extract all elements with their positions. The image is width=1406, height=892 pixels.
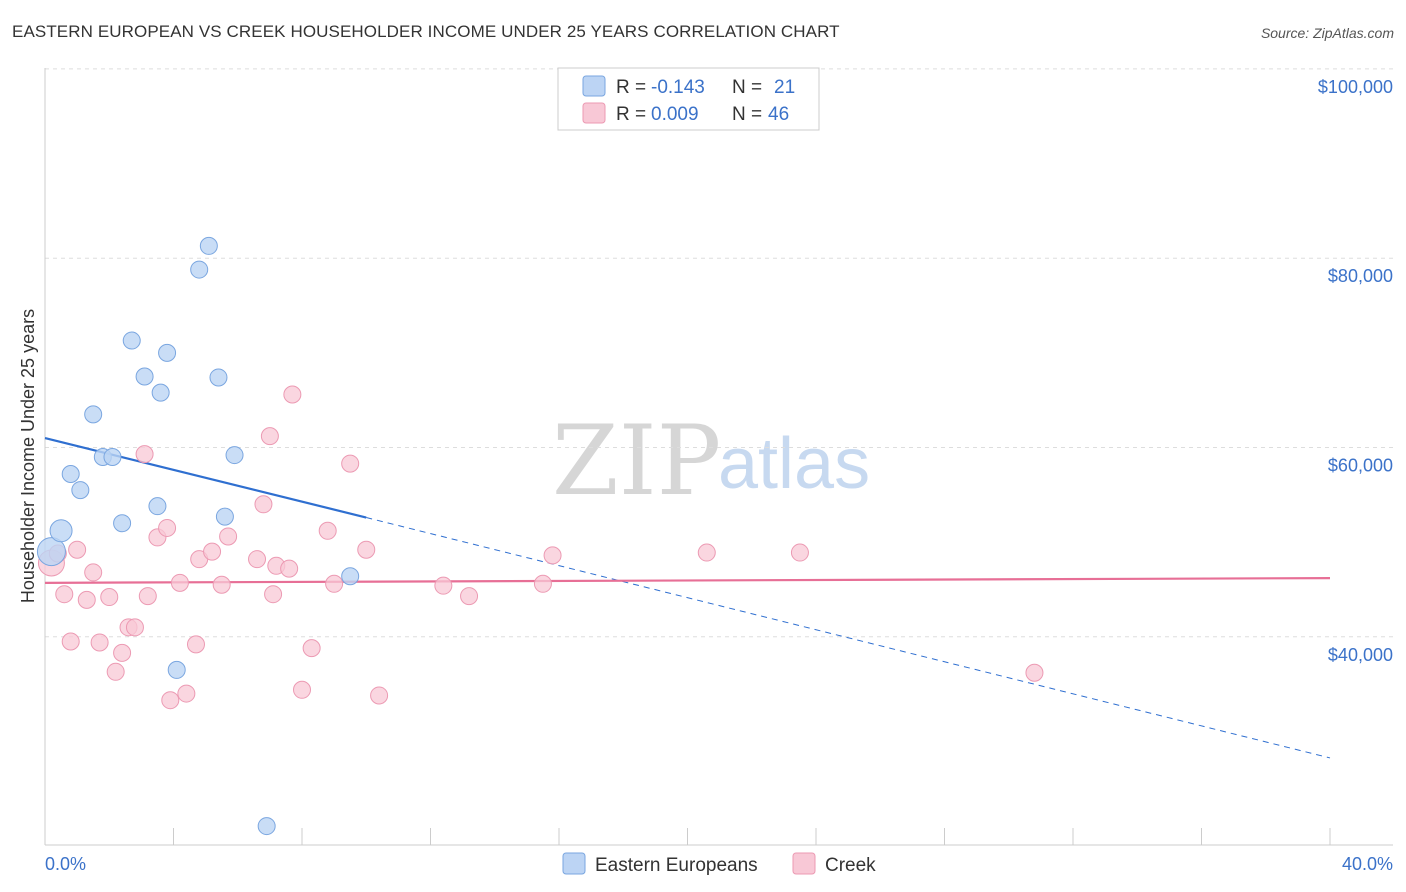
creek-point <box>460 587 479 606</box>
y-tick-label: $40,000 <box>1328 645 1393 665</box>
eastern-european-point <box>199 236 218 255</box>
legend-swatch-pink <box>582 102 606 124</box>
eastern-european-point <box>158 343 177 362</box>
y-axis-labels: $40,000 $60,000 $80,000 $100,000 <box>1318 77 1393 665</box>
creek-points <box>37 385 1044 710</box>
eastern-european-point <box>151 383 170 402</box>
creek-point <box>135 445 154 464</box>
eastern-european-point <box>122 331 141 350</box>
creek-point <box>260 427 279 446</box>
creek-point <box>177 684 196 703</box>
creek-point <box>370 686 389 705</box>
creek-point <box>186 635 205 654</box>
creek-point <box>318 521 337 540</box>
eastern-european-point <box>215 507 234 526</box>
legend-n-label-pink: N = <box>732 104 762 125</box>
creek-point <box>203 542 222 561</box>
creek-point <box>106 662 125 681</box>
creek-point <box>125 618 144 637</box>
eastern-european-point <box>225 446 244 465</box>
trend-line-eastern-europeans-extension <box>366 517 1331 759</box>
legend-r-label-blue: R = <box>616 77 646 98</box>
creek-point <box>302 639 321 658</box>
creek-point <box>212 575 231 594</box>
creek-point <box>100 588 119 607</box>
creek-point <box>248 550 267 569</box>
y-tick-label: $100,000 <box>1318 77 1393 97</box>
legend-label-eastern-europeans: Eastern Europeans <box>595 855 758 876</box>
legend-r-value-pink: 0.009 <box>651 104 699 125</box>
x-tick-label-max: 40.0% <box>1342 854 1393 874</box>
y-axis-title: Householder Income Under 25 years <box>18 309 38 603</box>
watermark-zip: ZIP <box>552 405 721 517</box>
eastern-european-point <box>71 481 90 500</box>
eastern-european-point <box>36 537 66 567</box>
creek-point <box>325 574 344 593</box>
trend-line-creek <box>44 577 1331 584</box>
trend-line-eastern-europeans <box>44 436 367 519</box>
eastern-european-point <box>167 660 186 679</box>
creek-point <box>170 573 189 592</box>
creek-point <box>158 518 177 537</box>
legend-swatch-eastern-europeans <box>562 852 586 875</box>
eastern-european-point <box>341 567 360 586</box>
eastern-european-point <box>84 405 103 424</box>
eastern-european-point <box>113 514 132 533</box>
creek-point <box>55 585 74 604</box>
chart-title: EASTERN EUROPEAN VS CREEK HOUSEHOLDER IN… <box>12 22 840 41</box>
series-legend: Eastern Europeans Creek <box>562 852 876 876</box>
y-tick-label: $60,000 <box>1328 456 1393 476</box>
x-tick-label-min: 0.0% <box>45 854 86 874</box>
eastern-european-point <box>148 497 167 516</box>
y-tick-label: $80,000 <box>1328 266 1393 286</box>
eastern-european-point <box>190 260 209 279</box>
eastern-european-point <box>61 465 80 483</box>
eastern-european-point <box>209 368 228 387</box>
legend-n-value-blue: 21 <box>774 77 795 98</box>
creek-point <box>219 527 238 546</box>
eastern-european-points <box>36 236 360 836</box>
x-axis-ticks <box>173 828 1331 845</box>
creek-point <box>790 543 809 562</box>
creek-point <box>161 691 180 710</box>
gridlines <box>45 68 1393 638</box>
creek-point <box>264 585 283 604</box>
eastern-european-point <box>135 367 154 386</box>
creek-point <box>280 559 299 578</box>
creek-point <box>1025 663 1044 682</box>
correlation-legend: R = -0.143 N = 21 R = 0.009 N = 46 <box>557 67 820 131</box>
source-label: Source: ZipAtlas.com <box>1260 25 1394 41</box>
legend-n-label-blue: N = <box>732 77 762 98</box>
creek-point <box>341 454 360 473</box>
eastern-european-point <box>257 817 276 836</box>
creek-point <box>68 540 87 559</box>
creek-point <box>543 546 562 565</box>
creek-point <box>283 385 302 404</box>
eastern-european-point <box>49 519 73 543</box>
creek-point <box>697 543 716 562</box>
creek-point <box>533 574 552 593</box>
creek-point <box>138 587 157 606</box>
creek-point <box>293 680 311 699</box>
legend-r-label-pink: R = <box>616 104 646 125</box>
legend-label-creek: Creek <box>825 855 876 876</box>
creek-point <box>61 632 80 651</box>
legend-swatch-creek <box>792 852 816 875</box>
legend-r-value-blue: -0.143 <box>651 77 705 98</box>
creek-point <box>90 633 109 652</box>
watermark-atlas: atlas <box>718 424 870 504</box>
creek-point <box>77 590 96 609</box>
creek-point <box>254 495 273 514</box>
creek-point <box>113 643 132 662</box>
creek-point <box>434 576 453 595</box>
creek-point <box>357 540 376 559</box>
legend-n-value-pink: 46 <box>768 104 789 125</box>
legend-swatch-blue <box>582 75 606 97</box>
creek-point <box>84 563 103 582</box>
eastern-european-point <box>103 447 122 466</box>
